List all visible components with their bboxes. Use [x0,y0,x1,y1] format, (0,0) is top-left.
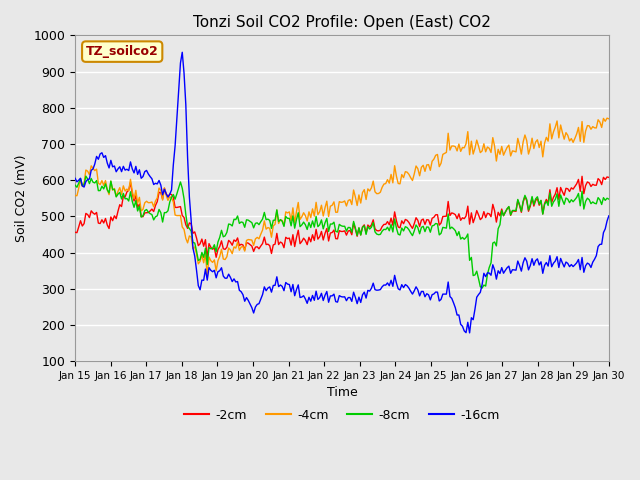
X-axis label: Time: Time [326,386,357,399]
Legend: -2cm, -4cm, -8cm, -16cm: -2cm, -4cm, -8cm, -16cm [179,404,504,427]
Y-axis label: Soil CO2 (mV): Soil CO2 (mV) [15,155,28,242]
Text: TZ_soilco2: TZ_soilco2 [86,45,159,58]
Title: Tonzi Soil CO2 Profile: Open (East) CO2: Tonzi Soil CO2 Profile: Open (East) CO2 [193,15,491,30]
